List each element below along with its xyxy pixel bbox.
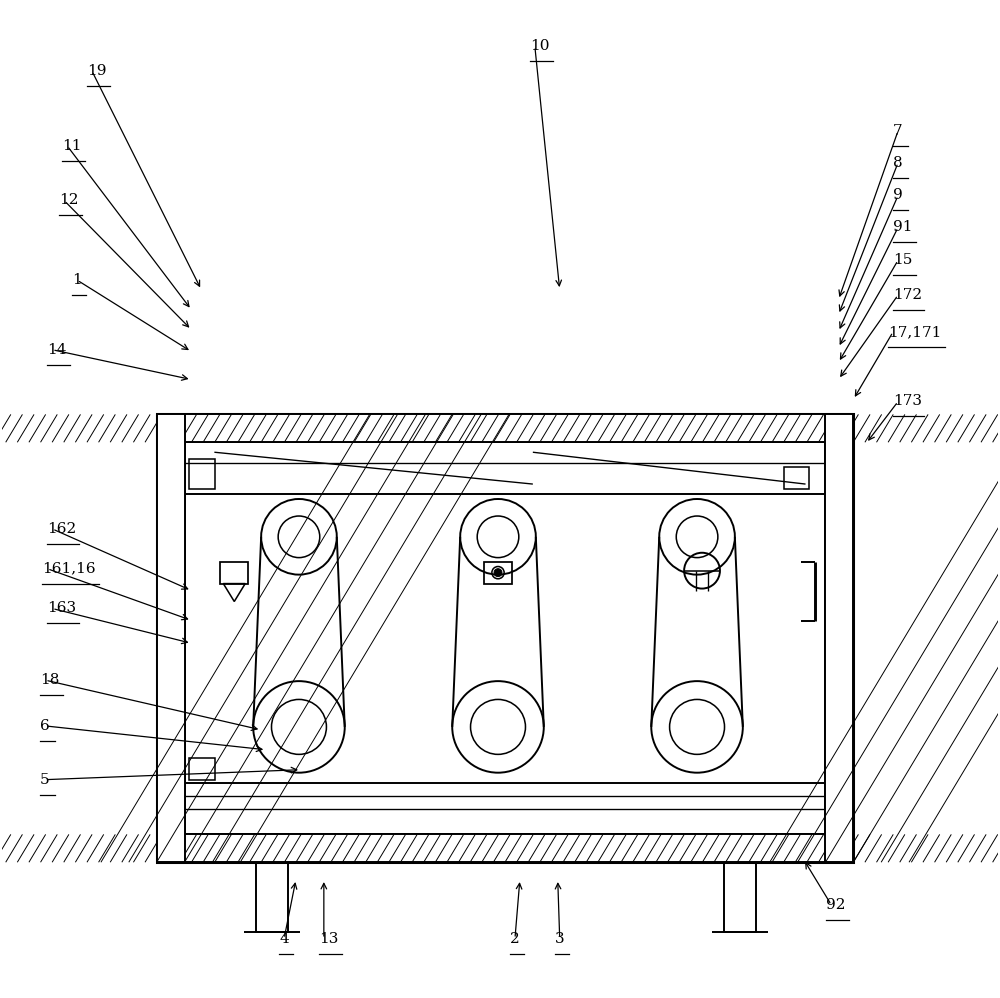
Text: 7: 7 [893, 124, 903, 138]
Text: 11: 11 [62, 139, 82, 153]
Text: 12: 12 [59, 194, 79, 208]
Text: 163: 163 [47, 602, 76, 616]
Bar [256, 862, 288, 932]
Bar [825, 414, 853, 862]
Circle shape [494, 569, 502, 577]
Text: 17,171: 17,171 [888, 324, 942, 338]
Bar [157, 414, 185, 862]
Text: 6: 6 [40, 719, 50, 733]
Text: 14: 14 [47, 342, 67, 356]
Text: 2: 2 [510, 932, 520, 946]
Text: 162: 162 [47, 522, 76, 536]
Bar [484, 562, 512, 584]
Bar [189, 459, 215, 489]
Bar [157, 414, 853, 862]
Text: 15: 15 [893, 253, 912, 267]
Text: 173: 173 [893, 394, 922, 408]
Bar [189, 757, 215, 779]
Text: 9: 9 [893, 189, 903, 203]
Text: 92: 92 [826, 898, 846, 912]
Text: 91: 91 [893, 221, 913, 235]
Bar [157, 414, 853, 442]
Text: 3: 3 [555, 932, 564, 946]
Bar [220, 562, 248, 584]
Text: 10: 10 [530, 39, 549, 53]
Text: 4: 4 [279, 932, 289, 946]
Text: 8: 8 [893, 156, 903, 170]
Bar [157, 834, 853, 862]
Text: 5: 5 [40, 772, 50, 786]
Text: 1: 1 [72, 273, 82, 287]
Text: 18: 18 [40, 673, 60, 688]
Bar [724, 862, 756, 932]
Text: 19: 19 [87, 64, 106, 78]
Text: 172: 172 [893, 288, 922, 302]
Bar [784, 467, 809, 489]
Text: 13: 13 [319, 932, 338, 946]
Text: 161,16: 161,16 [42, 562, 96, 576]
